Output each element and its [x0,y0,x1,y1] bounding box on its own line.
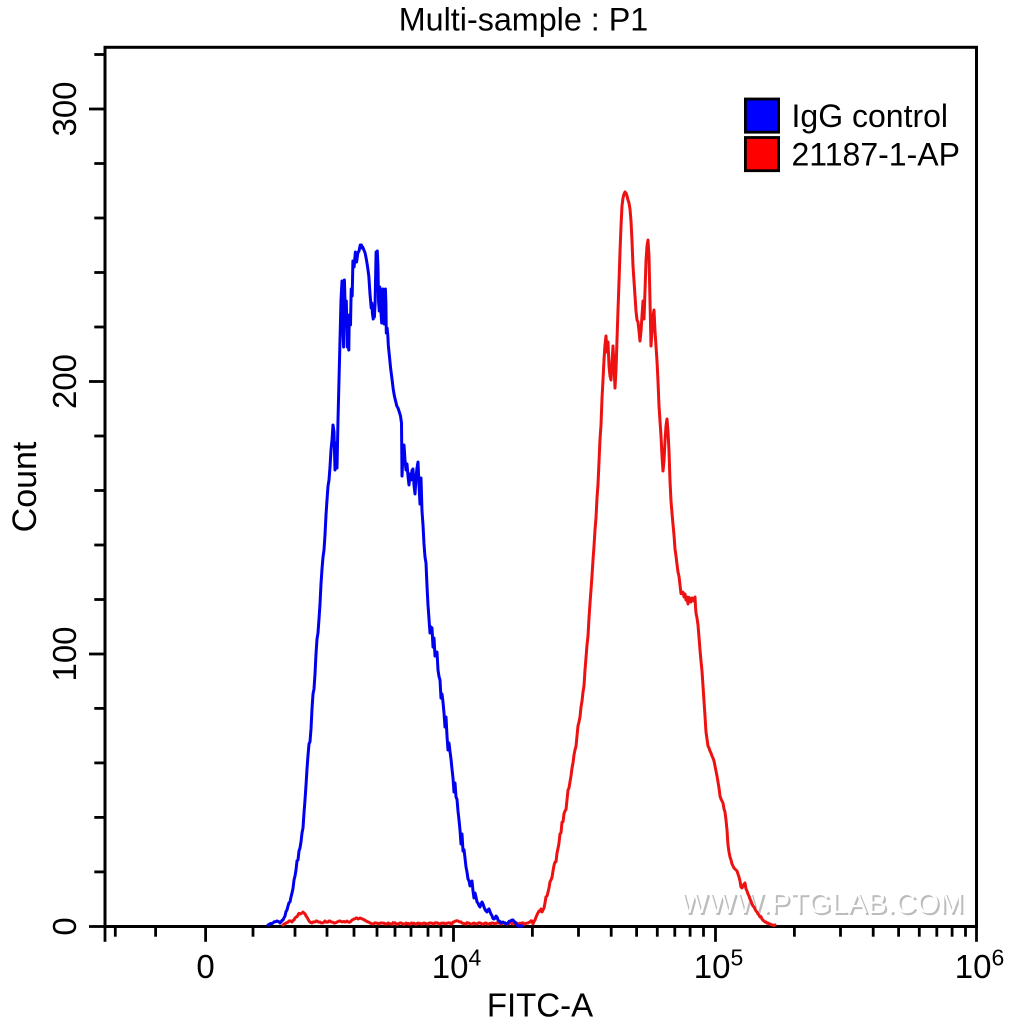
svg-text:0: 0 [196,948,214,985]
svg-text:WWW.PTGLAB.COM: WWW.PTGLAB.COM [681,888,964,920]
svg-text:0: 0 [46,917,83,935]
svg-text:Count: Count [6,441,44,532]
svg-text:300: 300 [46,81,83,136]
svg-text:Multi-sample : P1: Multi-sample : P1 [399,2,648,38]
svg-text:21187-1-AP: 21187-1-AP [792,136,960,172]
svg-text:IgG control: IgG control [792,98,949,134]
svg-text:WWW.PTGLAB.COM: WWW.PTGLAB.COM [683,890,966,922]
svg-text:100: 100 [46,626,83,681]
svg-text:200: 200 [46,354,83,409]
svg-text:FITC-A: FITC-A [487,987,593,1024]
